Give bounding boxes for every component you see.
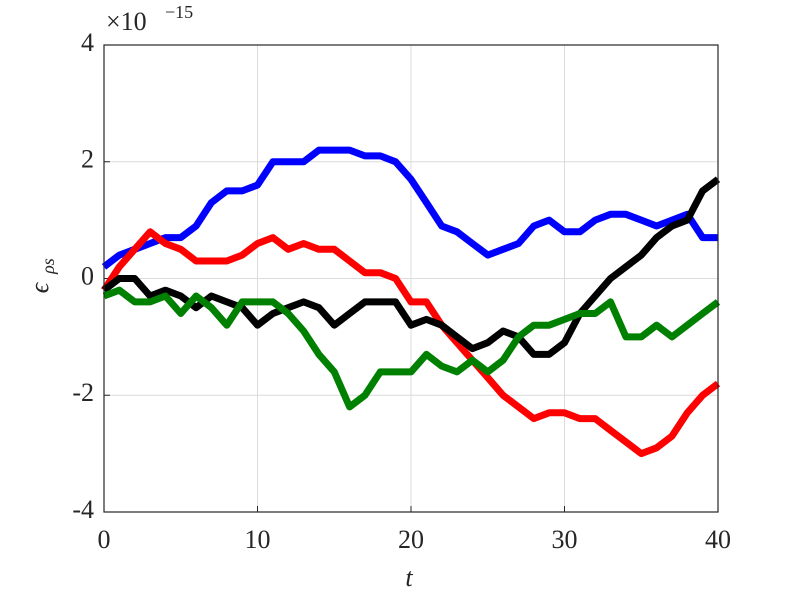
y-tick-label: 2 — [81, 145, 94, 174]
x-tick-label: 40 — [705, 525, 731, 554]
y-axis-label: ϵ — [25, 281, 54, 293]
y-axis-label-group: ϵ ρs — [25, 258, 58, 293]
series-line — [102, 286, 721, 411]
x-tick-label: 10 — [245, 525, 271, 554]
x-tick-label: 0 — [98, 525, 111, 554]
series-line — [101, 228, 721, 458]
y-tick-label: -4 — [72, 495, 94, 524]
y-axis-label-subscript: ρs — [38, 258, 58, 275]
plot-frame — [103, 44, 719, 513]
series-line — [101, 146, 718, 270]
y-exponent-base: ×10 — [106, 7, 147, 36]
y-tick-label: -2 — [72, 378, 94, 407]
y-tick-label: 0 — [81, 261, 94, 290]
x-axis-label: t — [405, 563, 413, 592]
x-tick-label: 20 — [398, 525, 424, 554]
y-exponent: −15 — [165, 2, 193, 22]
y-tick-label: 4 — [81, 28, 94, 57]
x-tick-label: 30 — [552, 525, 578, 554]
